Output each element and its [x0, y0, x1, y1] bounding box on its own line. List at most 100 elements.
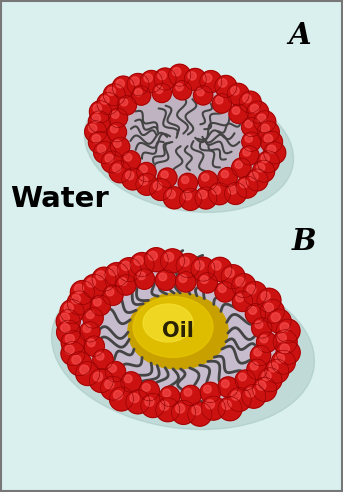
Circle shape	[140, 70, 162, 92]
Circle shape	[228, 185, 237, 194]
Circle shape	[117, 95, 137, 115]
Circle shape	[61, 341, 85, 366]
Circle shape	[276, 340, 300, 365]
Circle shape	[65, 345, 74, 354]
Circle shape	[134, 256, 143, 265]
Circle shape	[256, 163, 265, 172]
Circle shape	[154, 68, 176, 90]
Circle shape	[61, 331, 85, 355]
Circle shape	[80, 365, 89, 374]
Circle shape	[126, 171, 134, 180]
Circle shape	[88, 131, 110, 153]
Ellipse shape	[128, 293, 228, 369]
Circle shape	[125, 154, 132, 161]
Circle shape	[240, 146, 259, 165]
Circle shape	[264, 134, 273, 143]
Circle shape	[163, 187, 185, 209]
Circle shape	[203, 385, 211, 393]
Circle shape	[265, 359, 289, 383]
Circle shape	[257, 332, 277, 352]
Circle shape	[267, 309, 291, 333]
Circle shape	[246, 169, 268, 191]
Circle shape	[243, 94, 251, 103]
Circle shape	[107, 123, 127, 142]
Ellipse shape	[84, 82, 294, 213]
Circle shape	[173, 67, 181, 76]
Circle shape	[201, 396, 225, 420]
Circle shape	[176, 84, 183, 91]
Circle shape	[235, 370, 256, 391]
Circle shape	[103, 84, 125, 106]
Circle shape	[65, 334, 74, 343]
Circle shape	[195, 261, 204, 270]
Circle shape	[250, 345, 271, 366]
Circle shape	[90, 101, 111, 123]
Circle shape	[262, 371, 271, 380]
Ellipse shape	[107, 85, 263, 189]
Circle shape	[183, 192, 191, 200]
Circle shape	[257, 121, 279, 143]
Circle shape	[131, 77, 139, 85]
Circle shape	[93, 372, 103, 381]
Circle shape	[92, 134, 100, 143]
Circle shape	[218, 397, 242, 421]
Circle shape	[264, 303, 273, 312]
Circle shape	[94, 141, 116, 163]
Circle shape	[176, 253, 200, 277]
Circle shape	[111, 111, 119, 119]
Circle shape	[64, 303, 73, 312]
Circle shape	[179, 188, 201, 211]
Circle shape	[197, 273, 217, 293]
Circle shape	[264, 142, 286, 164]
Circle shape	[127, 73, 149, 95]
Circle shape	[155, 86, 163, 93]
Circle shape	[222, 380, 229, 388]
Circle shape	[161, 171, 168, 178]
Circle shape	[92, 114, 100, 123]
Circle shape	[159, 386, 180, 406]
Circle shape	[227, 387, 251, 411]
Circle shape	[86, 311, 94, 319]
Circle shape	[82, 275, 106, 298]
Circle shape	[60, 313, 69, 322]
Circle shape	[137, 162, 156, 182]
Circle shape	[236, 176, 258, 198]
Circle shape	[254, 111, 276, 133]
Circle shape	[109, 266, 118, 276]
Circle shape	[153, 182, 162, 190]
Circle shape	[208, 257, 232, 281]
Circle shape	[121, 372, 141, 392]
Circle shape	[242, 132, 261, 152]
Circle shape	[83, 308, 103, 328]
Circle shape	[85, 121, 107, 143]
Ellipse shape	[143, 304, 193, 342]
Circle shape	[198, 171, 217, 190]
Circle shape	[97, 145, 106, 153]
Circle shape	[138, 272, 145, 279]
Circle shape	[268, 145, 276, 154]
Circle shape	[150, 179, 172, 200]
Circle shape	[176, 272, 196, 292]
Circle shape	[120, 98, 128, 106]
Circle shape	[158, 71, 166, 80]
Circle shape	[173, 81, 192, 100]
Circle shape	[101, 151, 123, 173]
Circle shape	[116, 275, 136, 295]
Circle shape	[124, 375, 132, 383]
Circle shape	[239, 373, 246, 381]
Circle shape	[135, 89, 142, 96]
Circle shape	[188, 72, 196, 80]
Circle shape	[195, 187, 217, 209]
Circle shape	[108, 108, 128, 127]
Circle shape	[96, 352, 104, 360]
Circle shape	[236, 277, 245, 286]
Text: B: B	[292, 227, 317, 256]
Circle shape	[260, 300, 284, 323]
Circle shape	[68, 352, 92, 376]
Circle shape	[212, 93, 232, 113]
Circle shape	[257, 288, 281, 312]
Circle shape	[236, 294, 244, 302]
Circle shape	[141, 394, 165, 418]
Circle shape	[209, 183, 230, 205]
Circle shape	[126, 390, 150, 414]
